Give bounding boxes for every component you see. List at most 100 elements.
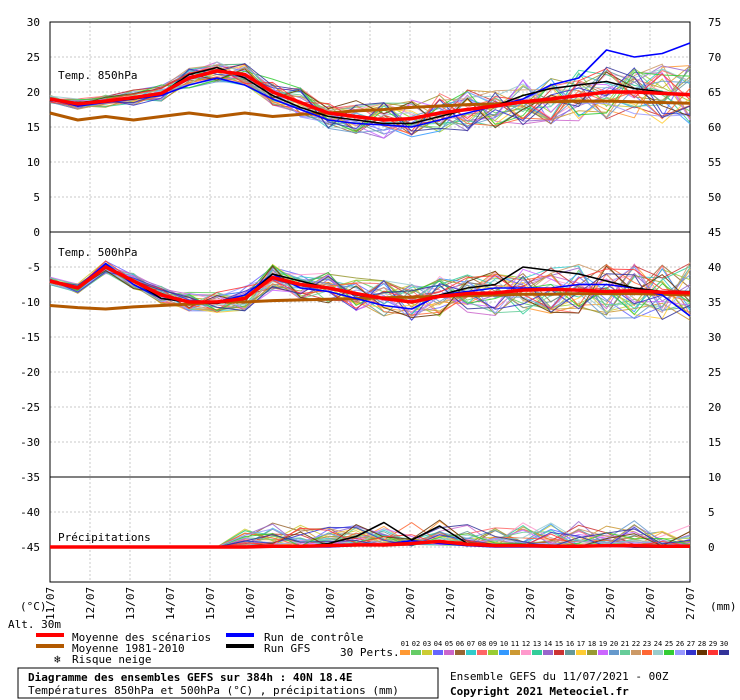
x-tick-label: 19/07 <box>364 587 377 620</box>
x-tick-label: 27/07 <box>684 587 697 620</box>
perturbation-line <box>49 260 691 310</box>
perturbation-line <box>49 265 691 318</box>
perturbation-swatch <box>675 650 685 655</box>
series-line <box>49 99 691 122</box>
legend-label-mean: Moyenne des scénarios <box>72 631 211 644</box>
x-tick-label: 17/07 <box>284 587 297 620</box>
series-line <box>49 69 691 122</box>
altitude-label: Alt. 30m <box>8 618 61 631</box>
x-tick-label: 24/07 <box>564 587 577 620</box>
panel-label: Précipitations <box>58 531 151 544</box>
series-line <box>49 292 691 311</box>
perturbation-number: 07 <box>467 640 475 648</box>
panel-label: Temp. 500hPa <box>58 246 137 259</box>
perturbation-swatch <box>620 650 630 655</box>
perturbation-number: 02 <box>412 640 420 648</box>
perturbation-number: 23 <box>643 640 651 648</box>
footer-box <box>17 667 439 699</box>
perturbation-swatch <box>444 650 454 655</box>
perturbation-number: 10 <box>500 640 508 648</box>
x-tick-label: 23/07 <box>524 587 537 620</box>
left-tick-label: 30 <box>27 16 40 29</box>
right-tick-label: 70 <box>708 51 721 64</box>
right-tick-label: 75 <box>708 16 721 29</box>
perturbation-swatch <box>477 650 487 655</box>
legend-swatch-climate <box>36 644 64 648</box>
right-tick-label: 10 <box>708 471 721 484</box>
perturbation-swatch <box>532 650 542 655</box>
perturbation-swatch <box>554 650 564 655</box>
perturbation-line <box>49 67 691 136</box>
perturbation-swatch <box>697 650 707 655</box>
perturbation-number: 09 <box>489 640 497 648</box>
footer: Diagramme des ensembles GEFS sur 384h : … <box>17 667 669 699</box>
run-info: Ensemble GEFS du 11/07/2021 - 00Z <box>450 670 669 683</box>
perturbation-number: 29 <box>709 640 717 648</box>
main-series <box>49 42 691 549</box>
perturbation-line <box>49 265 691 321</box>
x-tick-label: 13/07 <box>124 587 137 620</box>
perturbation-number: 01 <box>401 640 409 648</box>
perturbation-swatch <box>422 650 432 655</box>
panel-label: Temp. 850hPa <box>58 69 137 82</box>
x-tick-label: 16/07 <box>244 587 257 620</box>
perturbation-number: 30 <box>720 640 728 648</box>
perturbation-swatch <box>653 650 663 655</box>
left-tick-label: -35 <box>20 471 40 484</box>
perturbation-swatch <box>510 650 520 655</box>
legend-label-snow: Risque neige <box>72 653 151 666</box>
x-tick-label: 20/07 <box>404 587 417 620</box>
left-axis-unit: (°C) <box>20 600 47 613</box>
right-tick-label: 5 <box>708 506 715 519</box>
perturbation-number: 25 <box>665 640 673 648</box>
perturbation-number: 04 <box>434 640 442 648</box>
right-tick-label: 35 <box>708 296 721 309</box>
left-tick-label: -20 <box>20 366 40 379</box>
x-tick-label: 21/07 <box>444 587 457 620</box>
left-tick-label: -10 <box>20 296 40 309</box>
right-tick-label: 40 <box>708 261 721 274</box>
x-tick-label: 18/07 <box>324 587 337 620</box>
perturbation-swatch <box>400 650 410 655</box>
left-tick-label: 25 <box>27 51 40 64</box>
right-tick-label: 30 <box>708 331 721 344</box>
series-line <box>49 265 691 304</box>
perturbation-swatch <box>521 650 531 655</box>
right-tick-label: 45 <box>708 226 721 239</box>
perturbation-number: 27 <box>687 640 695 648</box>
perturbations-label: 30 Perts. <box>340 646 400 659</box>
perturbation-swatch <box>598 650 608 655</box>
perturbation-number: 03 <box>423 640 431 648</box>
footer-subtitle: Températures 850hPa et 500hPa (°C) , pré… <box>28 684 399 697</box>
series-line <box>49 42 691 128</box>
perturbation-line <box>50 70 691 133</box>
left-tick-label: 5 <box>33 191 40 204</box>
right-tick-label: 50 <box>708 191 721 204</box>
snowflake-icon: ❄ <box>54 653 61 666</box>
left-tick-label: 20 <box>27 86 40 99</box>
perturbation-number: 15 <box>555 640 563 648</box>
series-line <box>50 539 690 549</box>
perturbation-swatch <box>664 650 674 655</box>
right-tick-label: 15 <box>708 436 721 449</box>
perturbation-number: 18 <box>588 640 596 648</box>
perturbation-number: 17 <box>577 640 585 648</box>
perturbation-swatch <box>455 650 465 655</box>
left-tick-label: -40 <box>20 506 40 519</box>
perturbation-swatch <box>488 650 498 655</box>
perturbation-number: 21 <box>621 640 629 648</box>
perturbation-swatch <box>565 650 575 655</box>
right-tick-label: 55 <box>708 156 721 169</box>
left-tick-label: -15 <box>20 331 40 344</box>
legend-label-climate: Moyenne 1981-2010 <box>72 642 185 655</box>
right-tick-label: 60 <box>708 121 721 134</box>
perturbation-number: 28 <box>698 640 706 648</box>
left-tick-label: 15 <box>27 121 40 134</box>
perturbation-swatch <box>642 650 652 655</box>
perturbation-swatch <box>609 650 619 655</box>
right-tick-label: 65 <box>708 86 721 99</box>
left-tick-label: -30 <box>20 436 40 449</box>
legend-label-control: Run de contrôle <box>264 631 363 644</box>
legend-swatch-mean <box>36 633 64 637</box>
